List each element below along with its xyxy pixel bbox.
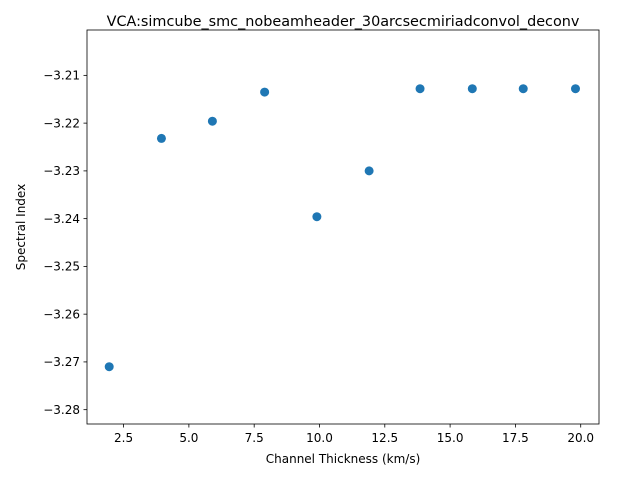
data-point-5 bbox=[312, 212, 322, 222]
x-tick-label: 20.0 bbox=[567, 431, 594, 445]
x-tick-label: 7.5 bbox=[245, 431, 264, 445]
y-tick-label: −3.21 bbox=[43, 69, 80, 83]
y-tick-label: −3.22 bbox=[43, 116, 80, 130]
x-tick-label: 15.0 bbox=[437, 431, 464, 445]
x-tick-label: 17.5 bbox=[502, 431, 529, 445]
data-point-1 bbox=[104, 362, 114, 372]
y-axis-label: Spectral Index bbox=[14, 184, 28, 270]
y-tick-label: −3.23 bbox=[43, 164, 80, 178]
chart-title: VCA:simcube_smc_nobeamheader_30arcsecmir… bbox=[107, 14, 580, 30]
data-points bbox=[104, 84, 580, 372]
data-point-8 bbox=[467, 84, 477, 94]
x-tick-label: 10.0 bbox=[306, 431, 333, 445]
x-axis-ticks: 2.5 5.0 7.5 10.0 12.5 15.0 17.5 20.0 bbox=[114, 424, 594, 445]
data-point-2 bbox=[156, 133, 166, 143]
y-tick-label: −3.25 bbox=[43, 260, 80, 274]
y-tick-label: −3.27 bbox=[43, 355, 80, 369]
y-tick-label: −3.28 bbox=[43, 403, 80, 417]
y-axis-ticks: −3.28 −3.27 −3.26 −3.25 −3.24 −3.23 −3.22 −3.21 bbox=[43, 69, 87, 417]
data-point-9 bbox=[518, 84, 528, 94]
x-axis-label: Channel Thickness (km/s) bbox=[266, 452, 421, 466]
data-point-6 bbox=[364, 166, 374, 176]
data-point-4 bbox=[260, 87, 270, 97]
x-tick-label: 12.5 bbox=[371, 431, 398, 445]
data-point-10 bbox=[570, 84, 580, 94]
y-tick-label: −3.26 bbox=[43, 307, 80, 321]
data-point-3 bbox=[207, 116, 217, 126]
x-tick-label: 2.5 bbox=[114, 431, 133, 445]
plot-frame bbox=[86, 29, 600, 425]
y-tick-label: −3.24 bbox=[43, 212, 80, 226]
data-point-7 bbox=[415, 84, 425, 94]
plot-area bbox=[87, 30, 599, 424]
x-tick-label: 5.0 bbox=[179, 431, 198, 445]
